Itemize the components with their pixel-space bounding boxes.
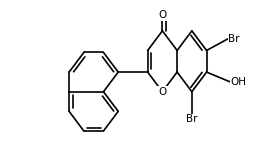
Text: OH: OH xyxy=(230,77,246,87)
Text: O: O xyxy=(158,87,167,97)
Text: Br: Br xyxy=(186,114,198,124)
Text: Br: Br xyxy=(228,34,240,44)
Text: O: O xyxy=(158,10,167,20)
